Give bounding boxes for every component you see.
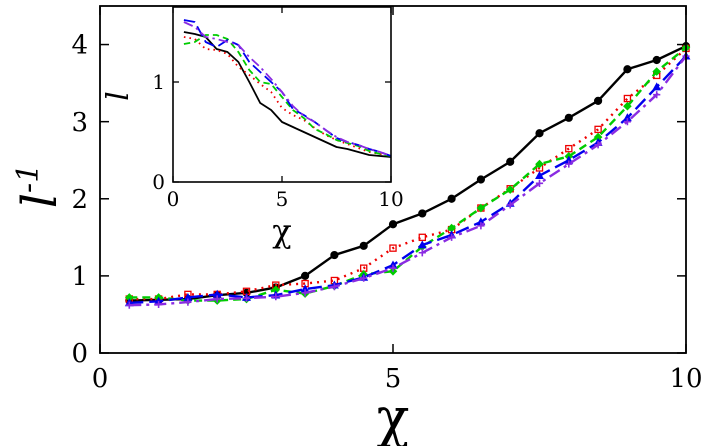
main-series-2-point-13 xyxy=(505,185,515,194)
inset-plot: 0 5 10 0 1 χ l xyxy=(101,6,404,250)
inset-x-tick-label-0: 0 xyxy=(167,187,180,211)
main-series-0-point-14 xyxy=(535,129,544,138)
main-series-4-point-5 xyxy=(272,293,280,301)
main-series-1-point-15 xyxy=(565,144,573,153)
main-series-2-point-17 xyxy=(623,101,632,111)
main-series-1-point-17 xyxy=(623,94,632,103)
main-series-0-point-10 xyxy=(418,209,427,218)
main-series-3-point-14 xyxy=(535,171,544,180)
main-series-line-2 xyxy=(129,46,687,302)
main-y-tick-label-2: 2 xyxy=(71,185,88,215)
main-series-4-point-12 xyxy=(477,222,485,230)
main-series-4-point-18 xyxy=(653,91,661,99)
main-x-axis-title: χ xyxy=(377,386,410,446)
main-series-4-point-3 xyxy=(213,295,221,303)
main-x-tick-label-1: 5 xyxy=(385,364,402,394)
main-series-2-point-18 xyxy=(652,67,662,76)
inset-series-line-2 xyxy=(183,34,392,157)
main-series-line-3 xyxy=(129,55,687,305)
main-series-0-point-8 xyxy=(359,241,368,250)
main-series-2-point-12 xyxy=(476,203,486,213)
main-y-axis-title: l-1 xyxy=(11,164,68,209)
main-x-tick-label-0: 0 xyxy=(92,364,109,394)
main-series-0-point-12 xyxy=(476,175,485,184)
main-series-1-point-16 xyxy=(594,125,602,134)
main-series-line-4 xyxy=(129,55,687,307)
main-series-0-point-11 xyxy=(447,194,456,203)
main-series-1-point-9 xyxy=(389,244,397,252)
inset-y-axis-title: l xyxy=(101,91,136,101)
main-series-0-point-13 xyxy=(506,157,515,166)
main-series-3-point-18 xyxy=(652,82,662,91)
main-series-4-point-13 xyxy=(506,201,514,209)
inset-x-tick-label-2: 10 xyxy=(378,187,403,211)
inset-y-tick-label-1: 1 xyxy=(152,70,165,94)
main-series-4-point-0 xyxy=(125,301,133,309)
main-series-4-point-8 xyxy=(360,274,368,282)
main-y-tick-label-1: 1 xyxy=(71,262,88,292)
main-series-0-point-16 xyxy=(594,96,603,105)
main-series-4-point-17 xyxy=(623,118,631,126)
main-series-0-point-7 xyxy=(330,250,339,260)
main-series-4-point-15 xyxy=(565,160,573,168)
main-y-tick-label-4: 4 xyxy=(71,31,88,61)
inset-series-line-0 xyxy=(183,31,392,158)
main-series-4-point-1 xyxy=(155,300,163,309)
main-y-tick-label-3: 3 xyxy=(71,108,88,138)
main-series-4-point-10 xyxy=(418,249,426,257)
main-series-3-point-10 xyxy=(417,240,427,249)
main-series-0-point-15 xyxy=(564,113,573,122)
main-series-4-point-2 xyxy=(184,298,192,306)
main-series-4-point-14 xyxy=(535,179,544,187)
main-series-0-point-18 xyxy=(652,55,661,65)
main-series-0-point-6 xyxy=(301,271,310,280)
main-series-4-point-7 xyxy=(330,283,338,291)
main-series-2-point-14 xyxy=(535,159,544,169)
main-y-tick-label-0: 0 xyxy=(71,339,88,369)
main-series-4-point-4 xyxy=(242,294,251,302)
inset-x-tick-label-1: 5 xyxy=(276,187,289,211)
inset-background xyxy=(173,7,391,182)
main-series-0-point-9 xyxy=(388,220,398,229)
main-series-4-point-16 xyxy=(594,141,602,149)
main-series-4-point-9 xyxy=(389,264,397,272)
main-series-4-point-11 xyxy=(448,233,456,241)
main-x-tick-label-2: 10 xyxy=(669,364,702,394)
main-series-4-point-6 xyxy=(301,289,309,297)
main-series-1-point-10 xyxy=(418,233,427,242)
inset-y-tick-label-0: 0 xyxy=(152,170,165,194)
inset-series-line-3 xyxy=(183,19,392,157)
inset-x-axis-title: χ xyxy=(272,212,291,250)
main-series-0-point-17 xyxy=(623,65,632,74)
